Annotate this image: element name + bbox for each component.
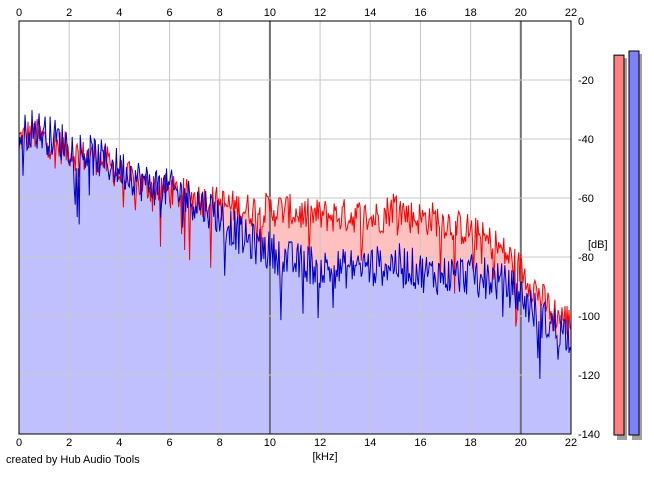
series-2-line bbox=[18, 110, 572, 379]
y-tick-label: -80 bbox=[578, 252, 594, 264]
x-tick-label-top: 22 bbox=[565, 7, 577, 19]
x-tick-label-top: 2 bbox=[66, 7, 72, 19]
x-tick-label-bottom: 12 bbox=[314, 437, 326, 449]
y-tick-label: -140 bbox=[578, 429, 600, 441]
level-meter-1 bbox=[613, 54, 625, 436]
x-tick-label-top: 12 bbox=[314, 7, 326, 19]
x-tick-label-bottom: 10 bbox=[264, 437, 276, 449]
y-tick-label: -120 bbox=[578, 370, 600, 382]
x-tick-label-top: 0 bbox=[16, 7, 22, 19]
level-meter-2 bbox=[628, 50, 640, 436]
credit-text: created by Hub Audio Tools bbox=[6, 454, 140, 466]
x-tick-label-top: 20 bbox=[515, 7, 527, 19]
x-tick-label-bottom: 22 bbox=[565, 437, 577, 449]
x-tick-label-top: 10 bbox=[264, 7, 276, 19]
x-tick-label-bottom: 0 bbox=[16, 437, 22, 449]
x-tick-label-top: 18 bbox=[465, 7, 477, 19]
x-tick-label-bottom: 6 bbox=[166, 437, 172, 449]
y-tick-label: -100 bbox=[578, 311, 600, 323]
y-tick-label: 0 bbox=[578, 16, 584, 28]
x-tick-label-bottom: 18 bbox=[465, 437, 477, 449]
plot-border bbox=[18, 20, 572, 435]
x-tick-label-bottom: 2 bbox=[66, 437, 72, 449]
x-axis-unit: [kHz] bbox=[312, 451, 337, 463]
x-tick-label-bottom: 8 bbox=[217, 437, 223, 449]
y-tick-label: -40 bbox=[578, 134, 594, 146]
x-tick-label-bottom: 16 bbox=[414, 437, 426, 449]
x-tick-label-bottom: 14 bbox=[364, 437, 376, 449]
x-tick-label-bottom: 4 bbox=[116, 437, 122, 449]
y-tick-label: -20 bbox=[578, 75, 594, 87]
y-axis-unit: [dB] bbox=[588, 239, 608, 251]
series-1-line bbox=[18, 118, 572, 335]
y-tick-label: -60 bbox=[578, 193, 594, 205]
x-tick-label-top: 16 bbox=[414, 7, 426, 19]
x-tick-label-top: 14 bbox=[364, 7, 376, 19]
x-tick-label-top: 8 bbox=[217, 7, 223, 19]
x-tick-label-top: 4 bbox=[116, 7, 122, 19]
x-tick-label-top: 6 bbox=[166, 7, 172, 19]
x-tick-label-bottom: 20 bbox=[515, 437, 527, 449]
